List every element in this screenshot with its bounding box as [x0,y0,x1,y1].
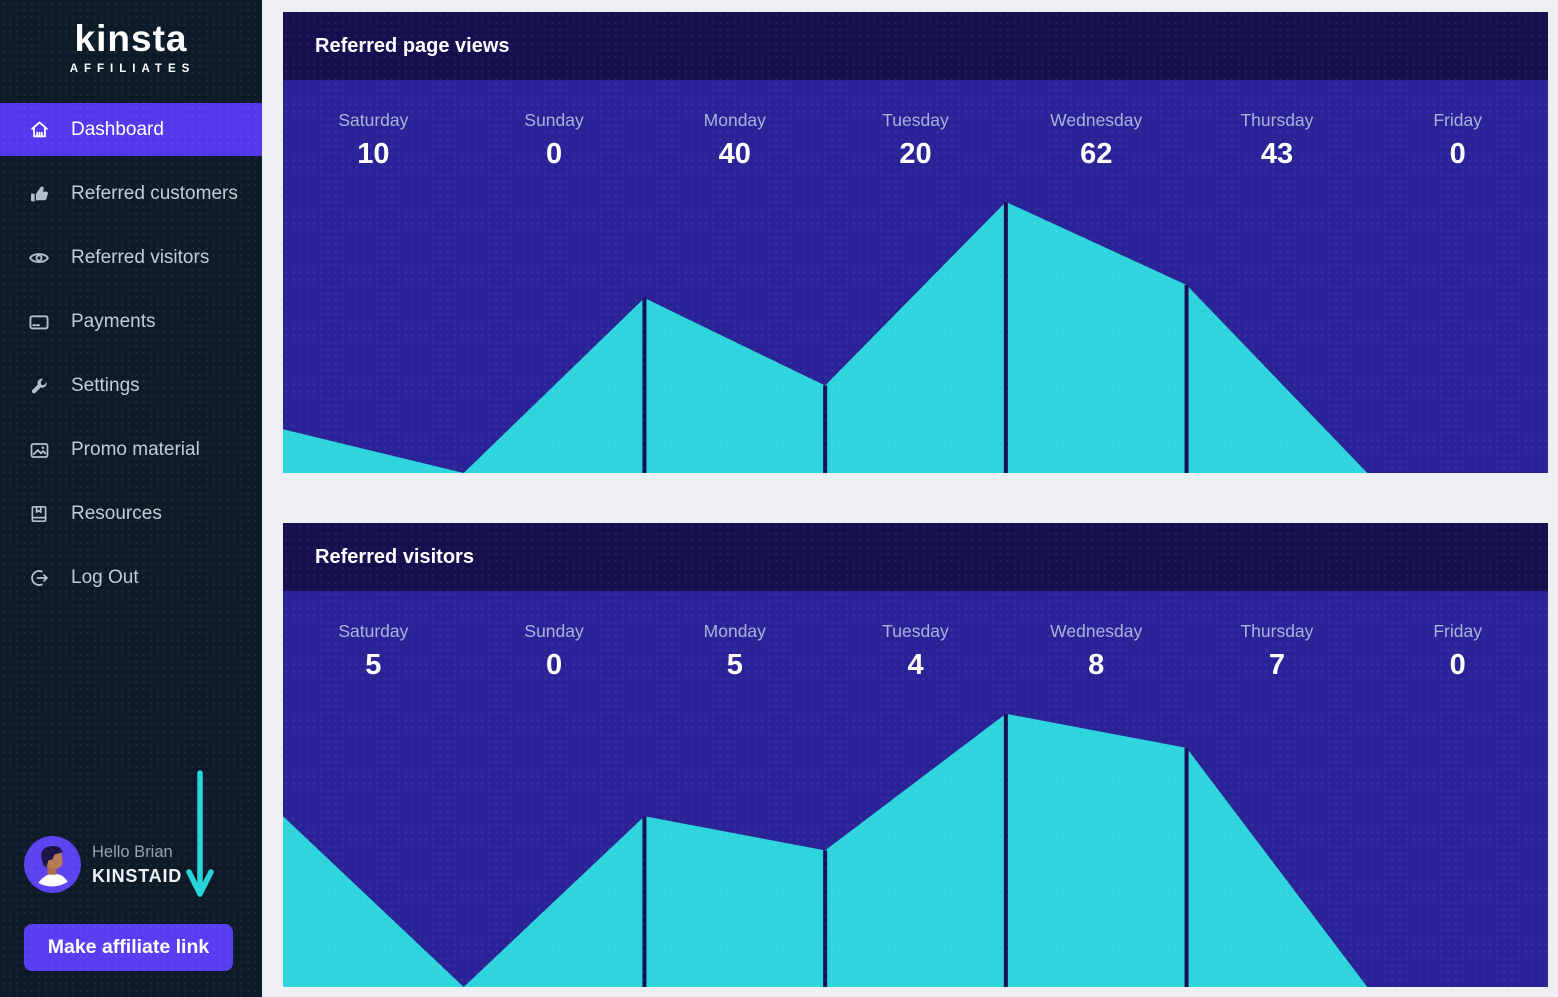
day-value: 62 [1080,138,1113,170]
day-value: 40 [718,138,751,170]
thumbs-up-icon [28,183,50,205]
day-row: Saturday 10 Sunday 0 Monday 40 Tuesday 20 Wednes… [283,80,1548,171]
credit-card-icon [28,311,50,333]
home-icon [28,119,50,141]
day-value: 0 [1449,138,1466,170]
sidebar-item-label: Log Out [71,567,139,588]
day-label: Wednesday [1050,110,1143,130]
day-col: Thursday 43 [1187,110,1368,171]
day-col: Monday 40 [644,110,825,171]
sidebar-item-label: Dashboard [71,118,164,140]
day-col: Friday 0 [1367,621,1548,682]
sidebar-item-label: Resources [71,503,162,524]
day-value: 10 [357,138,390,170]
day-value: 0 [1449,649,1466,681]
day-divider-lines [644,714,1186,987]
sidebar-item-referred-visitors[interactable]: Referred visitors [0,226,262,290]
avatar [24,836,81,893]
day-label: Sunday [524,110,584,130]
chart-card-referred-visitors: Referred visitors Saturday 5 Sunday 0 Monday… [283,523,1548,987]
day-col: Wednesday 8 [1006,621,1187,682]
day-col: Monday 5 [644,621,825,682]
sidebar-item-referred-customers[interactable]: Referred customers [0,162,262,226]
sidebar-item-label: Referred customers [71,183,238,204]
day-value: 5 [365,649,382,681]
chart-header: Referred visitors [283,523,1548,591]
day-label: Sunday [524,621,584,641]
arrow-down-annotation-icon [186,770,214,897]
sidebar-item-payments[interactable]: Payments [0,290,262,354]
day-value: 8 [1088,649,1105,681]
sidebar-item-promo-material[interactable]: Promo material [0,418,262,482]
sidebar-item-label: Payments [71,311,156,332]
logout-icon [28,567,50,589]
sidebar-item-label: Referred visitors [71,247,210,268]
day-col: Wednesday 62 [1006,110,1187,171]
logo-sub-text: AFFILIATES [69,63,196,75]
sidebar-item-label: Settings [71,375,140,396]
day-col: Tuesday 20 [825,110,1006,171]
day-label: Saturday [338,621,409,641]
day-col: Saturday 5 [283,621,464,682]
area-chart [283,591,1368,987]
day-label: Thursday [1240,110,1314,130]
chart-title: Referred page views [315,34,510,57]
make-affiliate-link-button[interactable]: Make affiliate link [24,924,233,971]
day-label: Thursday [1240,621,1314,641]
day-label: Tuesday [882,621,949,641]
day-value: 0 [546,649,563,681]
main-content: Referred page views Saturday 10 Sunday 0 Mon… [262,0,1558,997]
day-label: Wednesday [1050,621,1143,641]
day-row: Saturday 5 Sunday 0 Monday 5 Tuesday 4 Wednesday… [283,591,1548,682]
chart-title: Referred visitors [315,545,474,568]
user-row: Hello Brian KINSTAID [24,836,182,893]
day-col: Friday 0 [1367,110,1548,171]
chart-card-referred-page-views: Referred page views Saturday 10 Sunday 0 Mon… [283,12,1548,473]
user-greeting: Hello Brian [92,842,173,861]
sidebar-item-resources[interactable]: Resources [0,482,262,546]
chart-plot-area: Saturday 5 Sunday 0 Monday 5 Tuesday 4 Wednesday… [283,591,1548,987]
logo-brand-text: Kinsta [74,18,188,59]
wrench-icon [28,375,50,397]
kinsta-logo: Kinsta AFFILIATES [0,0,262,75]
day-label: Saturday [338,110,409,130]
day-divider-lines [644,202,1186,473]
sidebar-item-log-out[interactable]: Log Out [0,546,262,610]
chart-plot-area: Saturday 10 Sunday 0 Monday 40 Tuesday 20 Wednes… [283,80,1548,473]
day-label: Friday [1433,110,1482,130]
sidebar-item-settings[interactable]: Settings [0,354,262,418]
day-value: 5 [726,649,743,681]
day-value: 7 [1268,649,1286,681]
sidebar-nav: Dashboard Referred customers Referred visi… [0,103,262,610]
day-value: 43 [1260,138,1294,170]
day-col: Thursday 7 [1187,621,1368,682]
image-icon [28,439,50,461]
sidebar-item-dashboard[interactable]: Dashboard [0,103,262,156]
day-value: 20 [899,138,932,170]
day-value: 0 [546,138,563,170]
sidebar: Kinsta AFFILIATES Dashboard Referred cust… [0,0,262,997]
chart-header: Referred page views [283,12,1548,80]
day-label: Friday [1433,621,1482,641]
sidebar-item-label: Promo material [71,439,200,460]
day-label: Monday [703,621,766,641]
user-username: KINSTAID [92,865,183,886]
day-col: Sunday 0 [464,110,645,171]
day-col: Sunday 0 [464,621,645,682]
book-icon [28,503,50,525]
day-col: Tuesday 4 [825,621,1006,682]
day-value: 4 [907,649,924,681]
eye-icon [28,247,50,269]
user-info: Hello Brian KINSTAID [92,843,182,887]
area-shape [283,201,1368,473]
area-chart [283,80,1368,473]
day-label: Monday [703,110,766,130]
day-col: Saturday 10 [283,110,464,171]
day-label: Tuesday [882,110,949,130]
